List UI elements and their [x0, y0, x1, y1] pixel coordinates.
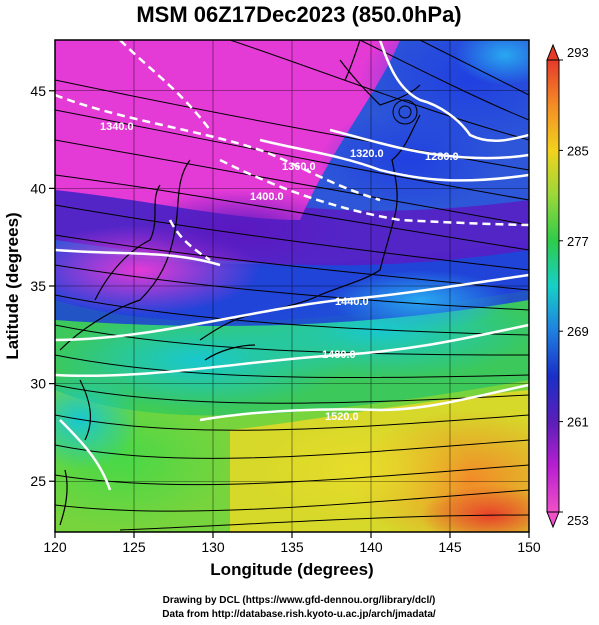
credit-drawing: Drawing by DCL (https://www.gfd-dennou.o…	[163, 595, 436, 606]
y-tick-label: 30	[30, 376, 46, 392]
contour-label-1320: 1320.0	[350, 148, 384, 160]
x-tick-label: 135	[280, 539, 304, 555]
x-axis: 120 125 130 135 140 145 150	[43, 532, 541, 555]
y-tick-label: 45	[30, 83, 46, 99]
x-tick-label: 120	[43, 539, 67, 555]
y-tick-label: 35	[30, 278, 46, 294]
x-tick-label: 130	[201, 539, 225, 555]
y-axis-title: Latitude (degrees)	[3, 212, 22, 359]
colorbar-label: 253	[567, 513, 589, 528]
contour-label-1440: 1440.0	[335, 296, 369, 308]
colorbar-label: 261	[567, 415, 589, 430]
colorbar-top-arrow	[546, 43, 560, 61]
contour-label-1400: 1400.0	[250, 191, 284, 203]
colorbar-label: 293	[567, 45, 589, 60]
y-tick-label: 25	[30, 473, 46, 489]
colorbar-label: 269	[567, 324, 589, 339]
contour-label-1340: 1340.0	[100, 121, 134, 133]
contour-labels: 1340.0 1360.0 1320.0 1280.0 1400.0 1440.…	[100, 121, 459, 423]
credit-data: Data from http://database.rish.kyoto-u.a…	[162, 609, 436, 620]
x-tick-label: 150	[517, 539, 541, 555]
x-axis-title: Longitude (degrees)	[210, 560, 373, 579]
colorbar-label: 285	[567, 143, 589, 158]
colorbar-label: 277	[567, 234, 589, 249]
y-axis: 25 30 35 40 45	[30, 83, 55, 489]
contour-label-1280: 1280.0	[425, 151, 459, 163]
contour-label-1520: 1520.0	[325, 411, 359, 423]
map-title: MSM 06Z17Dec2023 (850.0hPa)	[136, 2, 461, 27]
contour-label-1480: 1480.0	[322, 349, 356, 361]
colorbar-bottom-arrow	[546, 511, 560, 529]
x-tick-label: 145	[438, 539, 462, 555]
contour-label-1360: 1360.0	[282, 161, 316, 173]
height-contours	[55, 40, 529, 491]
x-tick-label: 125	[122, 539, 146, 555]
colorbar: 293 285 277 269 261 253	[546, 43, 589, 529]
x-tick-label: 140	[359, 539, 383, 555]
y-tick-label: 40	[30, 180, 46, 196]
colorbar-bar	[546, 59, 560, 513]
